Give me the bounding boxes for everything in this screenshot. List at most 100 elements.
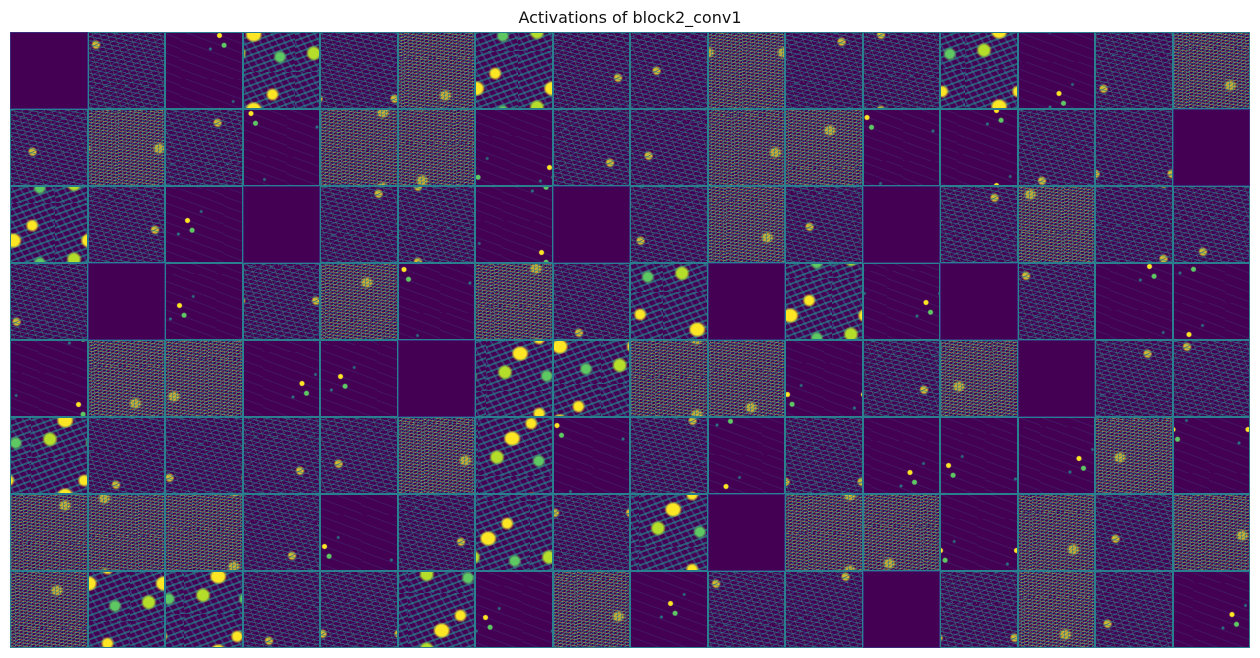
feature-map-tile — [1172, 340, 1250, 417]
feature-map-tile — [552, 263, 630, 340]
feature-map-tile — [475, 32, 553, 109]
feature-map-tile — [165, 340, 243, 417]
feature-map-tile — [707, 340, 785, 417]
feature-map-tile — [87, 571, 165, 648]
feature-map-tile — [87, 32, 165, 109]
feature-map-tile — [940, 186, 1018, 263]
feature-map-tile — [10, 186, 88, 263]
activation-grid — [10, 32, 1250, 648]
feature-map-tile — [1017, 571, 1095, 648]
feature-map-tile — [630, 571, 708, 648]
feature-map-tile — [397, 417, 475, 494]
feature-map-tile — [475, 417, 553, 494]
feature-map-tile — [630, 32, 708, 109]
feature-map-tile — [1095, 186, 1173, 263]
feature-map-tile — [630, 186, 708, 263]
feature-map-tile — [397, 186, 475, 263]
feature-map-tile — [552, 340, 630, 417]
feature-map-tile — [1017, 494, 1095, 571]
feature-map-tile — [1172, 494, 1250, 571]
feature-map-tile — [630, 340, 708, 417]
feature-map-tile — [1172, 263, 1250, 340]
feature-map-tile — [1017, 263, 1095, 340]
feature-map-tile — [785, 32, 863, 109]
feature-map-tile — [165, 263, 243, 340]
feature-map-tile — [10, 109, 88, 186]
feature-map-tile — [785, 340, 863, 417]
feature-map-tile — [707, 494, 785, 571]
feature-map-tile — [1017, 109, 1095, 186]
feature-map-tile — [320, 186, 398, 263]
feature-map-tile — [862, 417, 940, 494]
feature-map-tile — [397, 340, 475, 417]
feature-map-tile — [10, 494, 88, 571]
feature-map-tile — [397, 32, 475, 109]
feature-map-tile — [630, 494, 708, 571]
feature-map-tile — [940, 571, 1018, 648]
feature-map-tile — [1172, 186, 1250, 263]
feature-map-tile — [1095, 32, 1173, 109]
feature-map-tile — [242, 186, 320, 263]
feature-map-tile — [862, 571, 940, 648]
feature-map-tile — [165, 109, 243, 186]
feature-map-tile — [707, 571, 785, 648]
feature-map-tile — [242, 417, 320, 494]
figure-title: Activations of block2_conv1 — [518, 8, 742, 27]
feature-map-tile — [10, 32, 88, 109]
feature-map-tile — [475, 263, 553, 340]
feature-map-tile — [1172, 32, 1250, 109]
feature-map-tile — [87, 494, 165, 571]
feature-map-tile — [242, 109, 320, 186]
feature-map-tile — [320, 494, 398, 571]
feature-map-tile — [630, 109, 708, 186]
feature-map-tile — [475, 571, 553, 648]
feature-map-tile — [862, 494, 940, 571]
feature-map-tile — [165, 186, 243, 263]
feature-map-tile — [475, 494, 553, 571]
feature-map-tile — [785, 571, 863, 648]
feature-map-tile — [397, 494, 475, 571]
feature-map-tile — [10, 571, 88, 648]
feature-map-tile — [165, 32, 243, 109]
feature-map-tile — [552, 417, 630, 494]
feature-map-tile — [940, 263, 1018, 340]
feature-map-tile — [10, 340, 88, 417]
feature-map-tile — [707, 186, 785, 263]
feature-map-tile — [1095, 109, 1173, 186]
feature-map-tile — [862, 109, 940, 186]
feature-map-tile — [1172, 571, 1250, 648]
feature-map-tile — [242, 494, 320, 571]
feature-map-tile — [1095, 340, 1173, 417]
feature-map-tile — [552, 109, 630, 186]
feature-map-tile — [475, 186, 553, 263]
feature-map-tile — [1095, 494, 1173, 571]
feature-map-tile — [87, 417, 165, 494]
feature-map-tile — [320, 32, 398, 109]
feature-map-tile — [862, 186, 940, 263]
feature-map-tile — [940, 32, 1018, 109]
feature-map-tile — [785, 417, 863, 494]
feature-map-tile — [87, 186, 165, 263]
feature-map-tile — [10, 263, 88, 340]
feature-map-tile — [242, 263, 320, 340]
feature-map-tile — [320, 340, 398, 417]
feature-map-tile — [242, 32, 320, 109]
feature-map-tile — [242, 340, 320, 417]
feature-map-tile — [242, 571, 320, 648]
feature-map-tile — [320, 263, 398, 340]
feature-map-tile — [87, 109, 165, 186]
feature-map-tile — [320, 109, 398, 186]
feature-map-tile — [397, 109, 475, 186]
feature-map-tile — [940, 417, 1018, 494]
feature-map-tile — [87, 263, 165, 340]
feature-map-tile — [87, 340, 165, 417]
feature-map-tile — [1172, 417, 1250, 494]
feature-map-tile — [940, 494, 1018, 571]
feature-map-tile — [707, 263, 785, 340]
feature-map-tile — [552, 494, 630, 571]
feature-map-tile — [785, 109, 863, 186]
feature-map-tile — [165, 494, 243, 571]
feature-map-tile — [940, 109, 1018, 186]
feature-map-tile — [630, 417, 708, 494]
feature-map-tile — [397, 263, 475, 340]
